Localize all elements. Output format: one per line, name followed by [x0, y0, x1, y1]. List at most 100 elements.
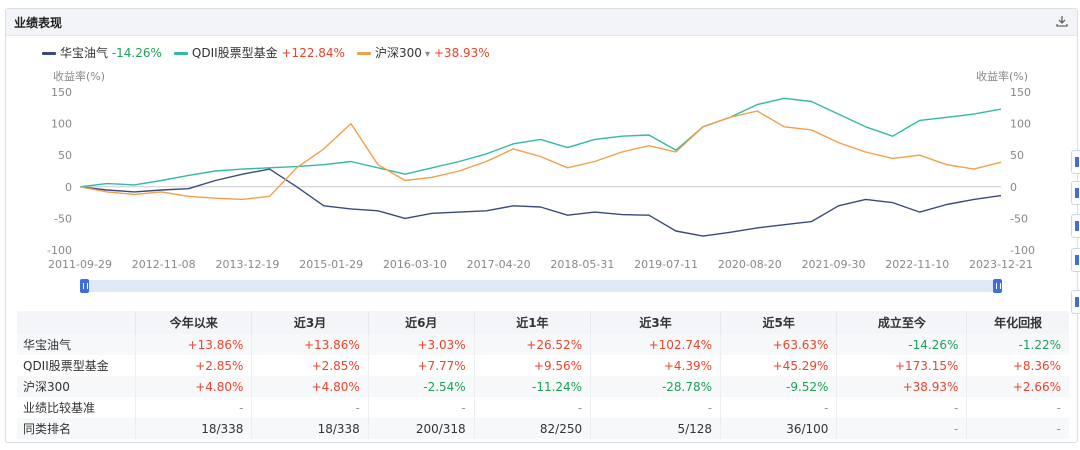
table-row: 沪深300 +4.80% +4.80% -2.54% -11.24% -28.78% -9.… — [17, 376, 1069, 397]
y-tick-label-left: 50 — [58, 149, 72, 162]
y-tick-label-left: 0 — [65, 181, 72, 194]
table-cell: - — [367, 397, 475, 418]
table-cell: +45.29% — [720, 355, 837, 376]
table-header: 近3月 — [251, 311, 369, 334]
legend-swatch — [42, 52, 56, 55]
table-row: 业绩比较基准 - - - - - - - - — [17, 397, 1069, 418]
download-icon[interactable] — [1055, 14, 1069, 28]
table-header: 近6月 — [367, 311, 475, 334]
y-tick-label-left: -50 — [54, 212, 72, 225]
chart-legend: 华宝油气 -14.26% QDII股票型基金 +122.84% 沪深300 ▾ +3… — [42, 44, 502, 61]
legend-name: 华宝油气 — [60, 46, 109, 60]
panel-title: 业绩表现 — [14, 16, 63, 30]
side-tab-5[interactable] — [1071, 290, 1080, 314]
y-tick-label-right: -50 — [1010, 212, 1028, 225]
table-cell: -11.24% — [473, 376, 591, 397]
dropdown-caret-icon[interactable]: ▾ — [421, 49, 431, 60]
y-tick-label-left: 150 — [51, 86, 72, 99]
performance-table: 今年以来 近3月 近6月 近1年 近3年 近5年 成立至今 年化回报 华宝油气 +13.86% +… — [17, 311, 1069, 439]
x-tick-label: 2013-12-19 — [215, 258, 279, 271]
table-cell: +7.77% — [367, 355, 475, 376]
table-cell: - — [966, 397, 1069, 418]
table-cell: 18/338 — [251, 418, 369, 439]
y-tick-label-right: 100 — [1010, 118, 1031, 131]
x-tick-label: 2022-11-10 — [885, 258, 949, 271]
series-line — [79, 97, 1002, 188]
legend-item[interactable]: QDII股票型基金 +122.84% — [173, 44, 345, 61]
table-row: 华宝油气 +13.86% +13.86% +3.03% +26.52% +102.74% +… — [17, 334, 1069, 355]
table-cell: -1.22% — [966, 334, 1069, 355]
right-axis-unit: 收益率(%) — [976, 70, 1029, 83]
side-tab-1[interactable] — [1071, 150, 1080, 174]
x-tick-label: 2012-11-08 — [132, 258, 196, 271]
legend-item[interactable]: 沪深300 ▾ +38.93% — [356, 44, 490, 61]
range-start-handle[interactable] — [80, 279, 89, 293]
line-chart: -100 -100 -50 -50 0 0 50 50 100 100 150 150 2011-09-… — [47, 86, 1035, 271]
table-header: 近5年 — [720, 311, 837, 334]
row-label: 业绩比较基准 — [17, 397, 136, 418]
table-cell: +4.80% — [134, 376, 252, 397]
table-row: 同类排名 18/338 18/338 200/318 82/250 5/128 36/100… — [17, 418, 1069, 439]
table-row: QDII股票型基金 +2.85% +2.85% +7.77% +9.56% +4.39% +… — [17, 355, 1069, 376]
y-tick-label-right: 150 — [1010, 86, 1031, 99]
x-tick-label: 2016-03-10 — [383, 258, 447, 271]
legend-swatch — [173, 52, 188, 55]
y-tick-label-left: 100 — [51, 118, 72, 131]
table-cell: - — [590, 397, 721, 418]
x-tick-label: 2020-08-20 — [718, 258, 782, 271]
table-cell: +3.03% — [367, 334, 475, 355]
table-cell: +38.93% — [836, 376, 967, 397]
table-header: 近3年 — [590, 311, 721, 334]
x-tick-label: 2023-12-21 — [969, 258, 1033, 271]
left-axis-unit: 收益率(%) — [53, 70, 106, 83]
table-cell: +2.85% — [134, 355, 252, 376]
x-tick-label: 2011-09-29 — [48, 258, 112, 271]
table-cell: - — [251, 397, 369, 418]
table-cell: - — [836, 418, 967, 439]
y-tick-label-right: -100 — [1010, 244, 1035, 257]
row-label: 沪深300 — [17, 376, 136, 397]
x-tick-label: 2021-09-30 — [802, 258, 866, 271]
table-cell: 200/318 — [367, 418, 475, 439]
table-cell: 82/250 — [473, 418, 591, 439]
table-cell: - — [836, 397, 967, 418]
table-cell: - — [720, 397, 837, 418]
date-range-slider[interactable] — [80, 279, 1002, 293]
table-cell: +2.85% — [251, 355, 369, 376]
table-cell: - — [966, 418, 1069, 439]
table-cell: 18/338 — [134, 418, 252, 439]
series-line — [79, 168, 1002, 237]
table-cell: - — [134, 397, 252, 418]
table-cell: 5/128 — [590, 418, 721, 439]
series-line — [79, 110, 1002, 201]
table-cell: - — [473, 397, 591, 418]
table-cell: +13.86% — [251, 334, 369, 355]
side-tab-4[interactable] — [1071, 248, 1080, 272]
table-cell: +63.63% — [720, 334, 837, 355]
row-label: 华宝油气 — [17, 334, 136, 355]
table-cell: +4.80% — [251, 376, 369, 397]
legend-item[interactable]: 华宝油气 -14.26% — [42, 44, 162, 61]
table-cell: +9.56% — [473, 355, 591, 376]
side-tab-2[interactable] — [1071, 181, 1080, 205]
x-tick-label: 2019-07-11 — [634, 258, 698, 271]
table-cell: +13.86% — [134, 334, 252, 355]
y-tick-label-left: -100 — [47, 244, 72, 257]
y-tick-label-right: 0 — [1010, 181, 1017, 194]
row-label: 同类排名 — [17, 418, 136, 439]
table-header: 年化回报 — [966, 311, 1069, 334]
table-cell: +4.39% — [590, 355, 721, 376]
table-cell: -14.26% — [836, 334, 967, 355]
legend-name: 沪深300 — [374, 46, 422, 60]
table-cell: +8.36% — [966, 355, 1069, 376]
table-cell: 36/100 — [720, 418, 837, 439]
range-end-handle[interactable] — [993, 279, 1002, 293]
x-tick-label: 2017-04-20 — [467, 258, 531, 271]
table-cell: -28.78% — [590, 376, 721, 397]
legend-value: +122.84% — [277, 46, 345, 60]
legend-value: -14.26% — [108, 46, 162, 60]
table-header: 今年以来 — [134, 311, 252, 334]
table-header — [17, 311, 136, 334]
side-tab-3[interactable] — [1071, 214, 1080, 238]
row-label: QDII股票型基金 — [17, 355, 136, 376]
